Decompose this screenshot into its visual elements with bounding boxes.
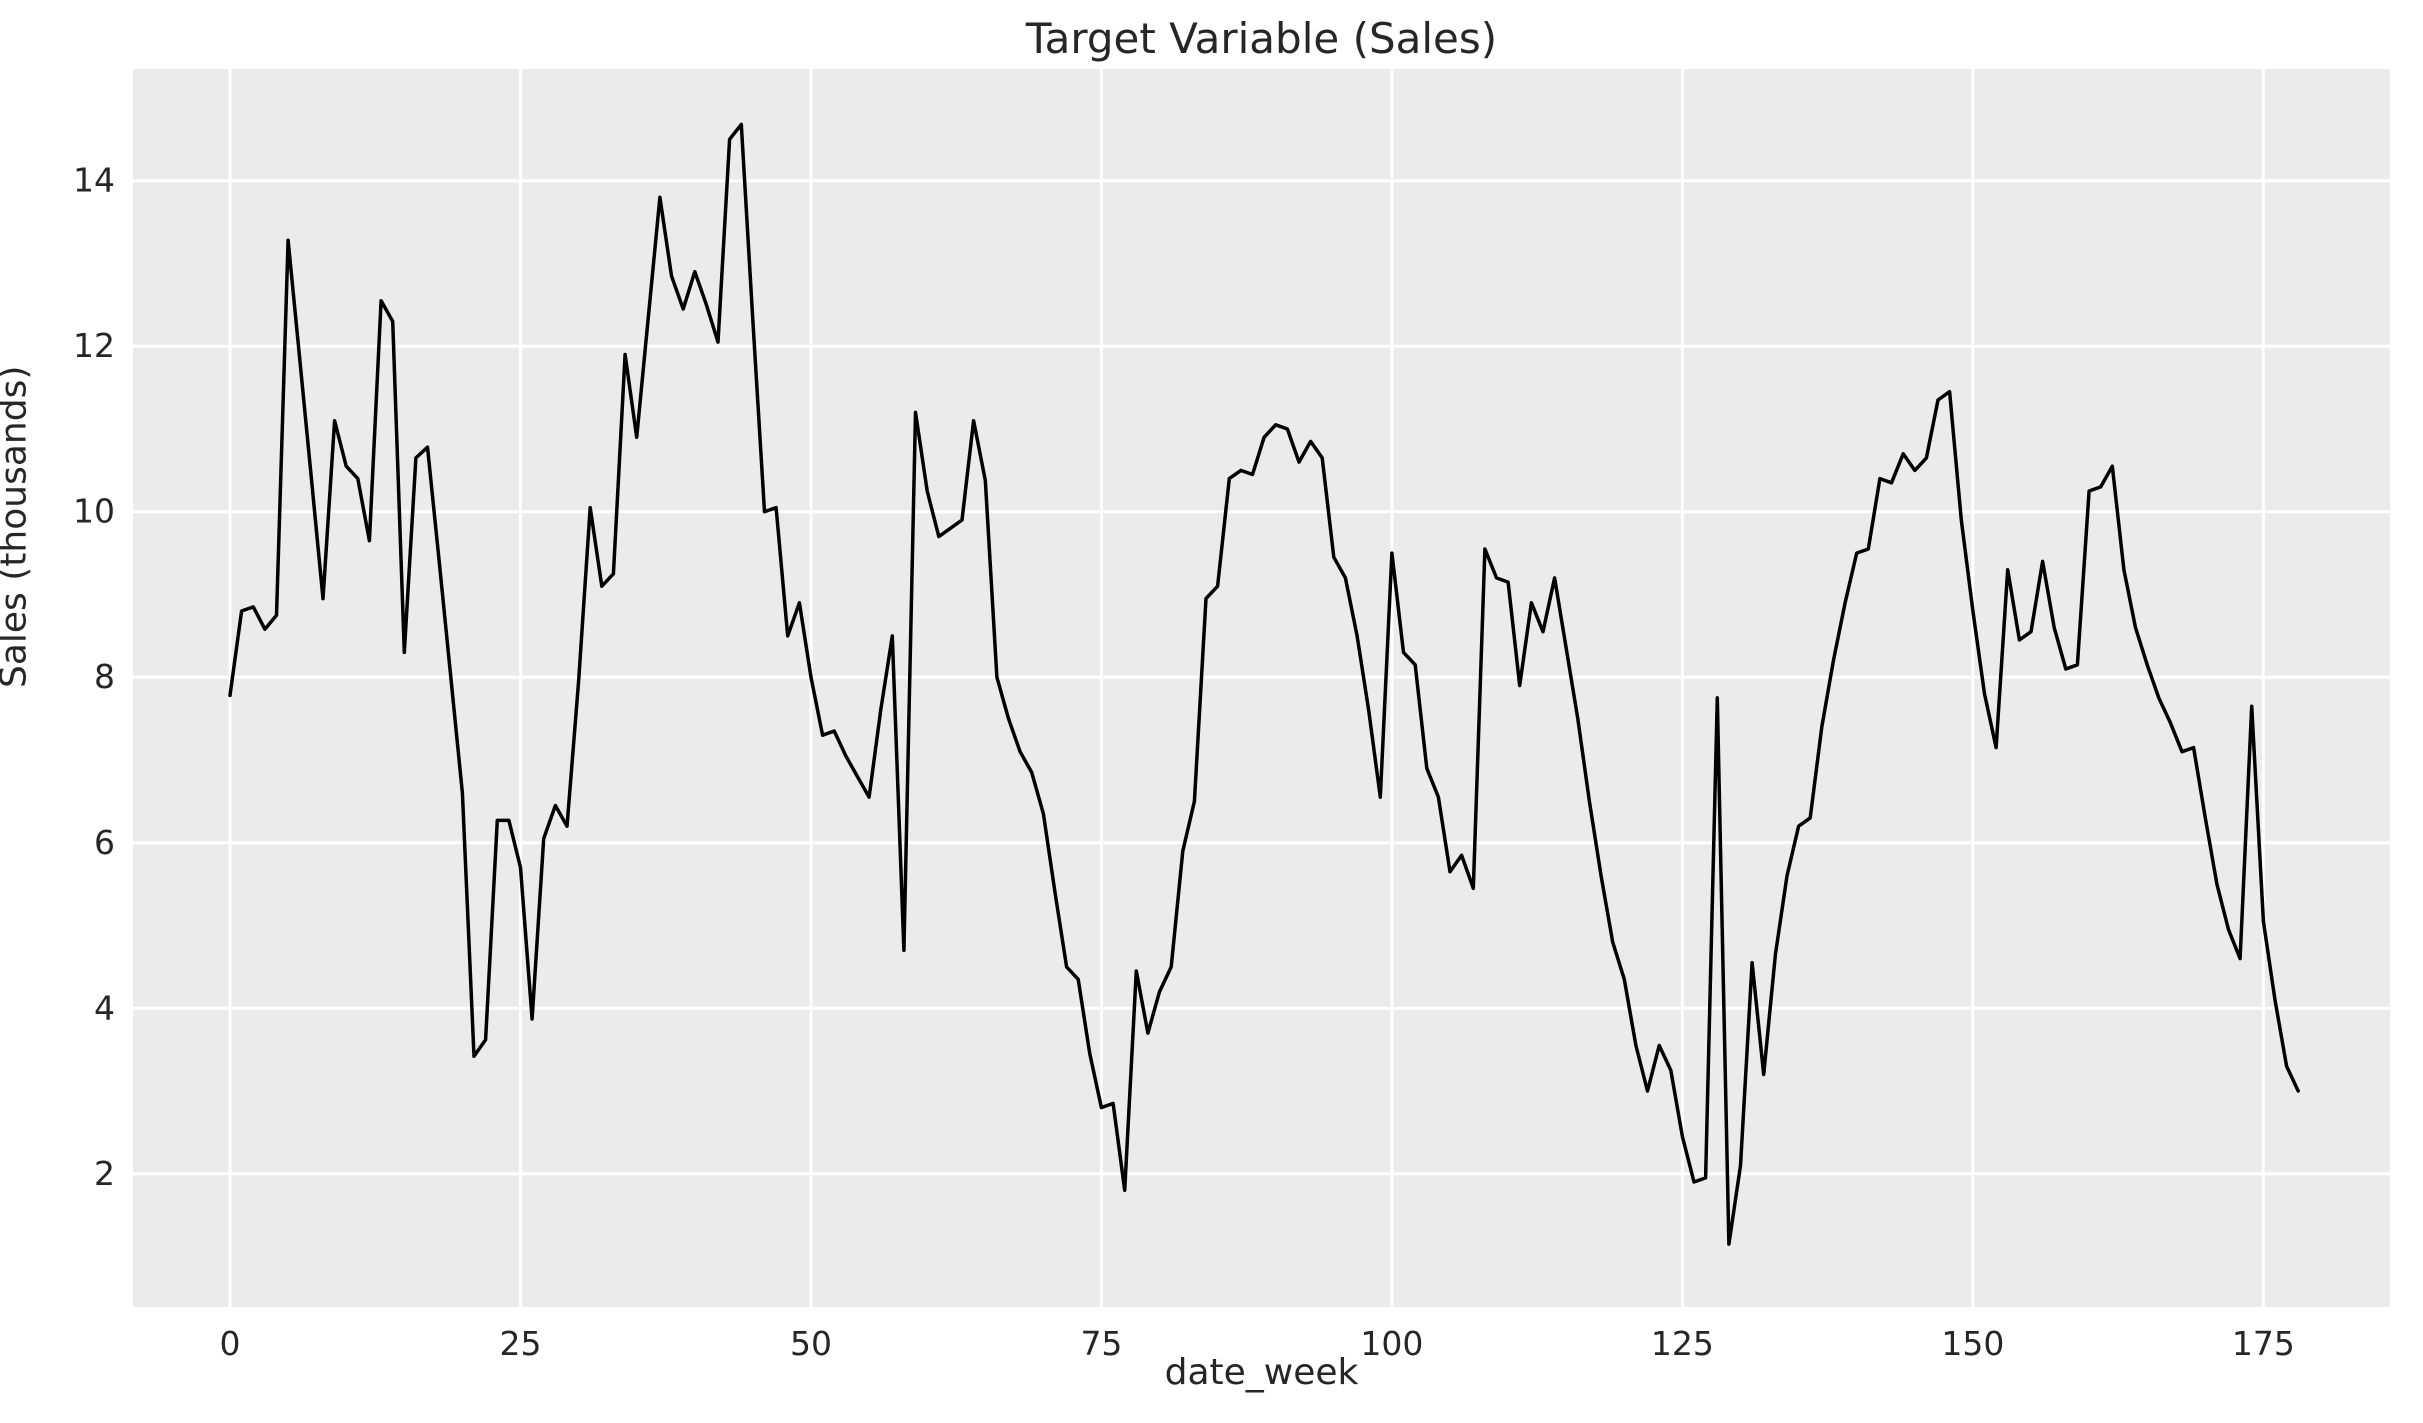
x-axis-label: date_week <box>1164 1352 1359 1393</box>
y-tick-label: 2 <box>94 1154 115 1193</box>
y-tick-label: 6 <box>94 823 115 862</box>
x-tick-label: 125 <box>1651 1324 1714 1363</box>
y-tick-label: 4 <box>94 988 115 1027</box>
x-tick-label: 50 <box>790 1324 832 1363</box>
x-tick-label: 75 <box>1080 1324 1122 1363</box>
y-axis-label-text: Sales (thousands) <box>0 365 35 688</box>
x-tick-label: 150 <box>1941 1324 2004 1363</box>
x-tick-label: 175 <box>2232 1324 2295 1363</box>
y-tick-label: 14 <box>73 161 115 200</box>
y-tick-label: 8 <box>94 657 115 696</box>
x-tick-label: 25 <box>499 1324 541 1363</box>
x-tick-label: 0 <box>220 1324 241 1363</box>
plot-area <box>133 69 2390 1307</box>
x-tick-label: 100 <box>1360 1324 1423 1363</box>
y-tick-label: 12 <box>73 326 115 365</box>
page-title: Target Variable (Sales) <box>1025 14 1498 63</box>
sales-line <box>228 122 2300 1246</box>
y-tick-label: 10 <box>73 492 115 531</box>
